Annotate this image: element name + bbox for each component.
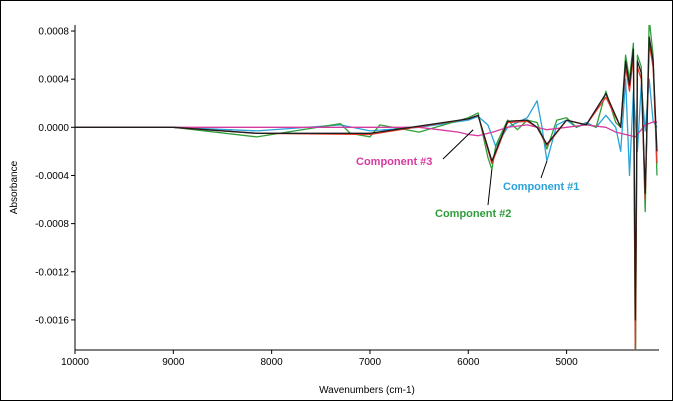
x-tick-label: 10000 bbox=[61, 357, 89, 368]
y-tick-label: 0.0004 bbox=[38, 75, 69, 86]
annotation-label-component-3: Component #3 bbox=[356, 156, 432, 168]
annotation-label-component-1: Component #1 bbox=[503, 181, 579, 193]
x-tick-label: 6000 bbox=[457, 357, 480, 368]
series-line-3 bbox=[75, 120, 658, 138]
series-line-5 bbox=[75, 36, 658, 321]
x-tick-label: 9000 bbox=[162, 357, 185, 368]
x-tick-label: 7000 bbox=[359, 357, 382, 368]
y-axis-label: Absorbance bbox=[9, 160, 20, 214]
x-tick-label: 5000 bbox=[555, 357, 578, 368]
plot-background bbox=[75, 25, 659, 350]
axes: 0.0008 0.0004 0.0000 -0.0004 -0.0008 -0.0012 -… bbox=[35, 25, 659, 368]
y-tick-label: -0.0004 bbox=[35, 171, 69, 182]
y-tick-label: 0.0000 bbox=[38, 123, 69, 134]
y-tick-label: 0.0008 bbox=[38, 27, 69, 38]
series-line-1 bbox=[75, 78, 658, 177]
y-tick-label: -0.0008 bbox=[35, 219, 69, 230]
y-tick-label: -0.0012 bbox=[35, 267, 69, 278]
annotation-leader-line bbox=[442, 129, 474, 160]
plot-area bbox=[75, 25, 659, 350]
x-axis-label: Wavenumbers (cm-1) bbox=[319, 385, 415, 396]
y-tick-label: -0.0016 bbox=[35, 315, 69, 326]
x-tick-label: 8000 bbox=[261, 357, 284, 368]
annotation-layer: Component #3 Component #2 Component #1 bbox=[356, 129, 579, 220]
annotation-label-component-2: Component #2 bbox=[435, 208, 511, 220]
series-layer bbox=[75, 25, 658, 350]
annotation-leader-line bbox=[540, 160, 548, 179]
annotation-leader-line bbox=[487, 169, 493, 206]
